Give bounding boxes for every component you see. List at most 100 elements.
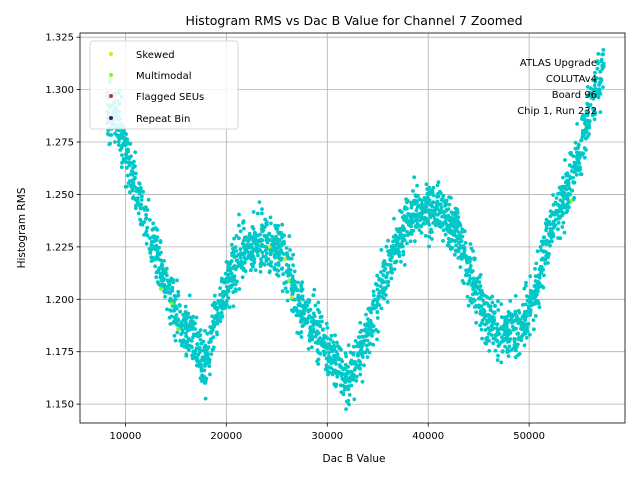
data-point bbox=[260, 211, 264, 216]
data-point bbox=[281, 240, 285, 245]
data-point bbox=[475, 292, 479, 296]
data-point bbox=[291, 252, 295, 257]
data-point bbox=[398, 228, 402, 233]
data-point bbox=[195, 359, 200, 364]
data-point bbox=[154, 270, 159, 275]
data-point bbox=[249, 253, 254, 258]
data-point bbox=[190, 353, 195, 358]
point-multimodal bbox=[569, 198, 574, 203]
data-point bbox=[562, 230, 567, 235]
data-point bbox=[269, 264, 273, 268]
data-point bbox=[384, 244, 389, 249]
data-point bbox=[276, 230, 280, 235]
data-point bbox=[323, 350, 327, 354]
data-point bbox=[601, 48, 606, 52]
data-point bbox=[521, 321, 526, 326]
data-point bbox=[332, 346, 336, 351]
data-point bbox=[441, 228, 446, 233]
data-point bbox=[294, 313, 299, 318]
data-point bbox=[238, 256, 243, 260]
data-point bbox=[375, 283, 379, 287]
data-point bbox=[375, 337, 379, 342]
data-point bbox=[534, 261, 539, 266]
data-point bbox=[479, 321, 484, 326]
data-point bbox=[340, 371, 344, 376]
data-point bbox=[335, 344, 340, 348]
data-point bbox=[167, 283, 172, 287]
data-point bbox=[430, 189, 435, 194]
data-point bbox=[317, 323, 322, 328]
data-point bbox=[290, 292, 295, 296]
data-point bbox=[332, 353, 336, 358]
data-point bbox=[513, 312, 518, 317]
data-point bbox=[402, 233, 407, 238]
data-point bbox=[576, 142, 581, 147]
data-point bbox=[389, 244, 394, 249]
data-point bbox=[157, 282, 161, 287]
data-point bbox=[519, 326, 523, 331]
data-point bbox=[264, 259, 269, 263]
data-point bbox=[388, 269, 393, 274]
data-point bbox=[403, 205, 407, 210]
data-point bbox=[330, 372, 335, 377]
data-point bbox=[154, 256, 158, 261]
data-point bbox=[383, 287, 387, 292]
data-point bbox=[456, 246, 461, 251]
data-point bbox=[525, 329, 530, 334]
data-point bbox=[578, 154, 582, 159]
data-point bbox=[435, 220, 439, 225]
data-point bbox=[585, 93, 589, 98]
data-point bbox=[260, 207, 264, 212]
data-point bbox=[107, 132, 111, 137]
data-point bbox=[203, 343, 208, 348]
data-point bbox=[488, 308, 493, 313]
data-point bbox=[290, 308, 294, 313]
data-point bbox=[158, 239, 163, 243]
data-point bbox=[300, 315, 304, 320]
data-point bbox=[138, 217, 143, 222]
data-point bbox=[225, 280, 230, 284]
data-point bbox=[308, 326, 312, 331]
data-point bbox=[138, 222, 143, 227]
data-point bbox=[272, 252, 277, 257]
data-point bbox=[495, 333, 499, 337]
data-point bbox=[538, 245, 543, 249]
data-point bbox=[386, 249, 390, 254]
data-point bbox=[384, 274, 389, 279]
data-point bbox=[274, 234, 278, 239]
data-point bbox=[371, 324, 376, 328]
data-point bbox=[210, 328, 215, 333]
data-point bbox=[394, 243, 398, 248]
data-point bbox=[560, 184, 565, 189]
data-point bbox=[360, 353, 365, 358]
data-point bbox=[487, 349, 492, 353]
data-point bbox=[591, 96, 596, 101]
data-point bbox=[273, 246, 278, 251]
x-tick-label: 10000 bbox=[110, 431, 142, 442]
data-point bbox=[457, 223, 462, 228]
data-point bbox=[249, 242, 254, 247]
data-point bbox=[144, 212, 149, 217]
data-point bbox=[401, 236, 406, 241]
data-point bbox=[459, 239, 464, 244]
data-point bbox=[486, 332, 491, 336]
data-point bbox=[300, 297, 305, 302]
data-point bbox=[540, 284, 544, 288]
data-point bbox=[387, 253, 391, 257]
data-point bbox=[444, 226, 449, 231]
data-point bbox=[533, 284, 538, 289]
data-point bbox=[460, 234, 465, 239]
data-point bbox=[548, 226, 553, 231]
data-point bbox=[251, 210, 256, 214]
data-point bbox=[598, 110, 603, 114]
data-point bbox=[332, 360, 337, 365]
data-point bbox=[242, 245, 246, 250]
data-point bbox=[528, 308, 533, 312]
data-point bbox=[285, 269, 290, 274]
data-point bbox=[280, 222, 285, 227]
data-point bbox=[199, 369, 204, 373]
data-point bbox=[443, 232, 448, 237]
point-multimodal bbox=[176, 326, 180, 331]
data-point bbox=[268, 252, 273, 257]
data-point bbox=[453, 238, 458, 243]
